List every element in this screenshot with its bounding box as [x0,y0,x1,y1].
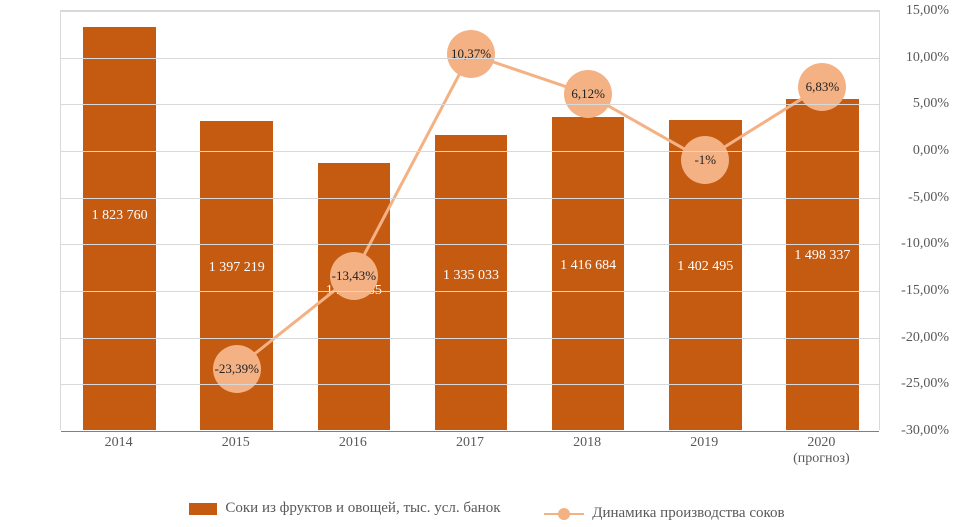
legend-line-label: Динамика производства соков [592,505,784,522]
legend-item-bars: Соки из фруктов и овощей, тыс. усл. бано… [189,500,500,517]
bar-value-label: 1 397 219 [200,260,273,276]
gridline [61,338,879,339]
bar-value-label: 1 498 337 [786,248,859,264]
x-axis-tick-label: 2015 [222,435,250,451]
gridline [61,11,879,12]
bar-value-label: 1 402 495 [669,259,742,275]
plot-area: 1 823 760 1 397 219 1 209 635 1 335 033 1 41… [60,10,880,430]
legend-line-swatch [544,513,584,515]
y-axis-tick-label: -25,00% [889,376,949,392]
legend-bar-swatch [189,503,217,515]
legend-item-line: Динамика производства соков [544,505,784,522]
bar-value-label: 1 416 684 [552,258,625,274]
bar-value-label: 1 823 760 [83,208,156,224]
gridline [61,198,879,199]
legend-bar-label: Соки из фруктов и овощей, тыс. усл. бано… [225,500,500,517]
x-axis-tick-label: 2014 [105,435,133,451]
bar: 1 498 337 [786,99,859,430]
y-axis-tick-label: -15,00% [889,283,949,299]
gridline [61,244,879,245]
x-axis-tick-label: 2020 (прогноз) [793,435,850,467]
x-axis-tick-label: 2016 [339,435,367,451]
bar-value-label: 1 335 033 [435,268,508,284]
gridline [61,151,879,152]
gridline [61,104,879,105]
bar: 1 209 635 [318,163,391,430]
x-axis-tick-label: 2017 [456,435,484,451]
gridline [61,291,879,292]
y-axis-tick-label: 5,00% [889,96,949,112]
bar: 1 335 033 [435,135,508,430]
x-axis-labels: 2014 2015 2016 2017 2018 2019 2020 (прогноз) [60,435,880,475]
y-axis-tick-label: -10,00% [889,236,949,252]
legend: Соки из фруктов и овощей, тыс. усл. бано… [0,500,974,522]
y-axis-tick-label: -30,00% [889,423,949,439]
y-axis-tick-label: -5,00% [889,190,949,206]
x-axis-tick-label: 2018 [573,435,601,451]
y-axis-tick-label: 0,00% [889,143,949,159]
bars-layer: 1 823 760 1 397 219 1 209 635 1 335 033 1 41… [61,11,879,430]
gridline [61,58,879,59]
bar: 1 823 760 [83,27,156,430]
bar: 1 416 684 [552,117,625,430]
y-axis-tick-label: 10,00% [889,50,949,66]
y-axis-tick-label: 15,00% [889,3,949,19]
gridline [61,384,879,385]
x-axis-tick-label: 2019 [690,435,718,451]
y-axis-tick-label: -20,00% [889,330,949,346]
chart-container: 1 823 760 1 397 219 1 209 635 1 335 033 1 41… [0,0,974,527]
